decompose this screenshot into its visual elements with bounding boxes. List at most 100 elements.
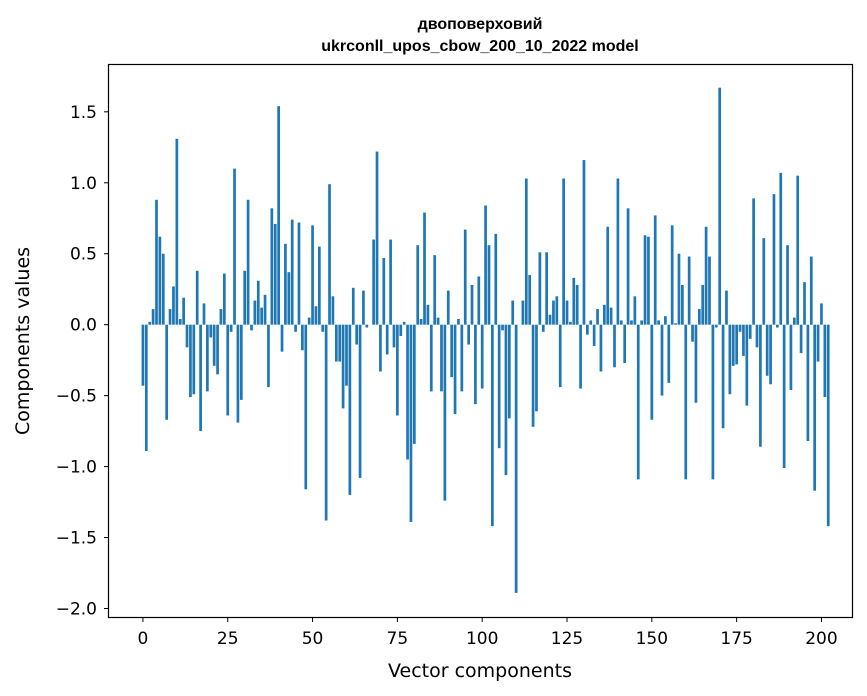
y-tick-label: −1.5 (56, 529, 97, 549)
bar (402, 321, 406, 325)
bar (548, 314, 552, 325)
bar (806, 324, 810, 442)
bar (504, 324, 508, 476)
bar (209, 324, 213, 338)
bar (776, 324, 779, 328)
bar (189, 324, 192, 398)
bar (759, 324, 762, 447)
bar (226, 324, 230, 416)
bar (575, 284, 579, 325)
bar (674, 323, 677, 325)
bar (772, 194, 776, 325)
bar (582, 160, 586, 325)
x-axis-ticks: 0 25 50 75 100 125 150 175 200 (138, 617, 838, 649)
bar (453, 324, 457, 415)
bar (687, 256, 691, 325)
y-axis-label: Components values (12, 247, 34, 435)
bar (813, 324, 817, 491)
bar (155, 199, 158, 325)
bar (592, 324, 596, 346)
y-axis-ticks: −2.0 −1.5 −1.0 −0.5 0.0 0.5 1.0 1.5 (56, 103, 109, 619)
bar (535, 324, 538, 412)
bar (178, 319, 182, 325)
bar (260, 307, 264, 325)
bar (670, 225, 674, 325)
bar (599, 324, 603, 372)
bar (450, 324, 454, 378)
bar (175, 138, 179, 325)
bar (202, 303, 206, 325)
bar (158, 236, 162, 325)
bar (826, 324, 830, 527)
bar (314, 306, 318, 325)
bar (345, 324, 348, 386)
bar (280, 324, 284, 352)
bar (677, 253, 681, 325)
bar (664, 316, 667, 325)
bar (406, 324, 409, 460)
bar (362, 290, 365, 325)
bar (728, 324, 732, 395)
bar (416, 245, 420, 325)
bar (409, 324, 413, 522)
chart-title-line-1: двоповерховий (418, 16, 543, 33)
bar (372, 239, 375, 325)
chart-title-line-2: ukrconll_upos_cbow_200_10_2022 model (321, 38, 638, 55)
bar (185, 324, 189, 348)
bar (779, 172, 783, 325)
bar (558, 324, 562, 388)
bar (304, 324, 308, 490)
bar (270, 208, 274, 325)
bar (626, 208, 630, 325)
bar (657, 320, 660, 325)
bar (609, 307, 613, 325)
bar (412, 324, 416, 444)
bar (619, 320, 623, 325)
bar (708, 256, 711, 325)
plot-frame (107, 63, 854, 619)
bar (222, 273, 226, 325)
bar (799, 324, 803, 354)
bar (236, 324, 240, 423)
bar (596, 309, 599, 325)
bar (219, 309, 223, 325)
x-tick-label: 200 (805, 629, 837, 649)
bar (433, 255, 437, 325)
bar (569, 321, 572, 325)
bar (389, 239, 392, 325)
bar (681, 284, 684, 325)
bar (820, 303, 823, 325)
bar (172, 286, 175, 325)
bar (440, 324, 443, 392)
bar (375, 151, 379, 325)
bar (792, 317, 796, 325)
bar (752, 198, 755, 325)
bar (331, 296, 335, 325)
bar (541, 324, 545, 332)
bar (311, 225, 314, 325)
y-tick-label: −1.0 (56, 458, 97, 478)
bar (382, 257, 386, 325)
bar (446, 290, 450, 325)
bar (714, 324, 718, 328)
bar (256, 280, 260, 325)
bar (253, 300, 257, 325)
bar (182, 297, 185, 325)
x-tick-label: 75 (387, 629, 409, 649)
bar (216, 324, 219, 375)
bar (643, 235, 647, 325)
bar (694, 324, 698, 403)
x-tick-label: 175 (720, 629, 752, 649)
bar (423, 212, 426, 325)
bar (514, 324, 518, 593)
bar (301, 324, 304, 351)
bar (636, 324, 640, 480)
y-tick-label: 0.5 (70, 245, 97, 265)
bar (491, 324, 494, 527)
bar (497, 324, 501, 449)
bar (355, 324, 359, 345)
bar (307, 317, 311, 325)
bar (789, 324, 793, 390)
bar (552, 300, 555, 325)
bar (809, 256, 813, 325)
